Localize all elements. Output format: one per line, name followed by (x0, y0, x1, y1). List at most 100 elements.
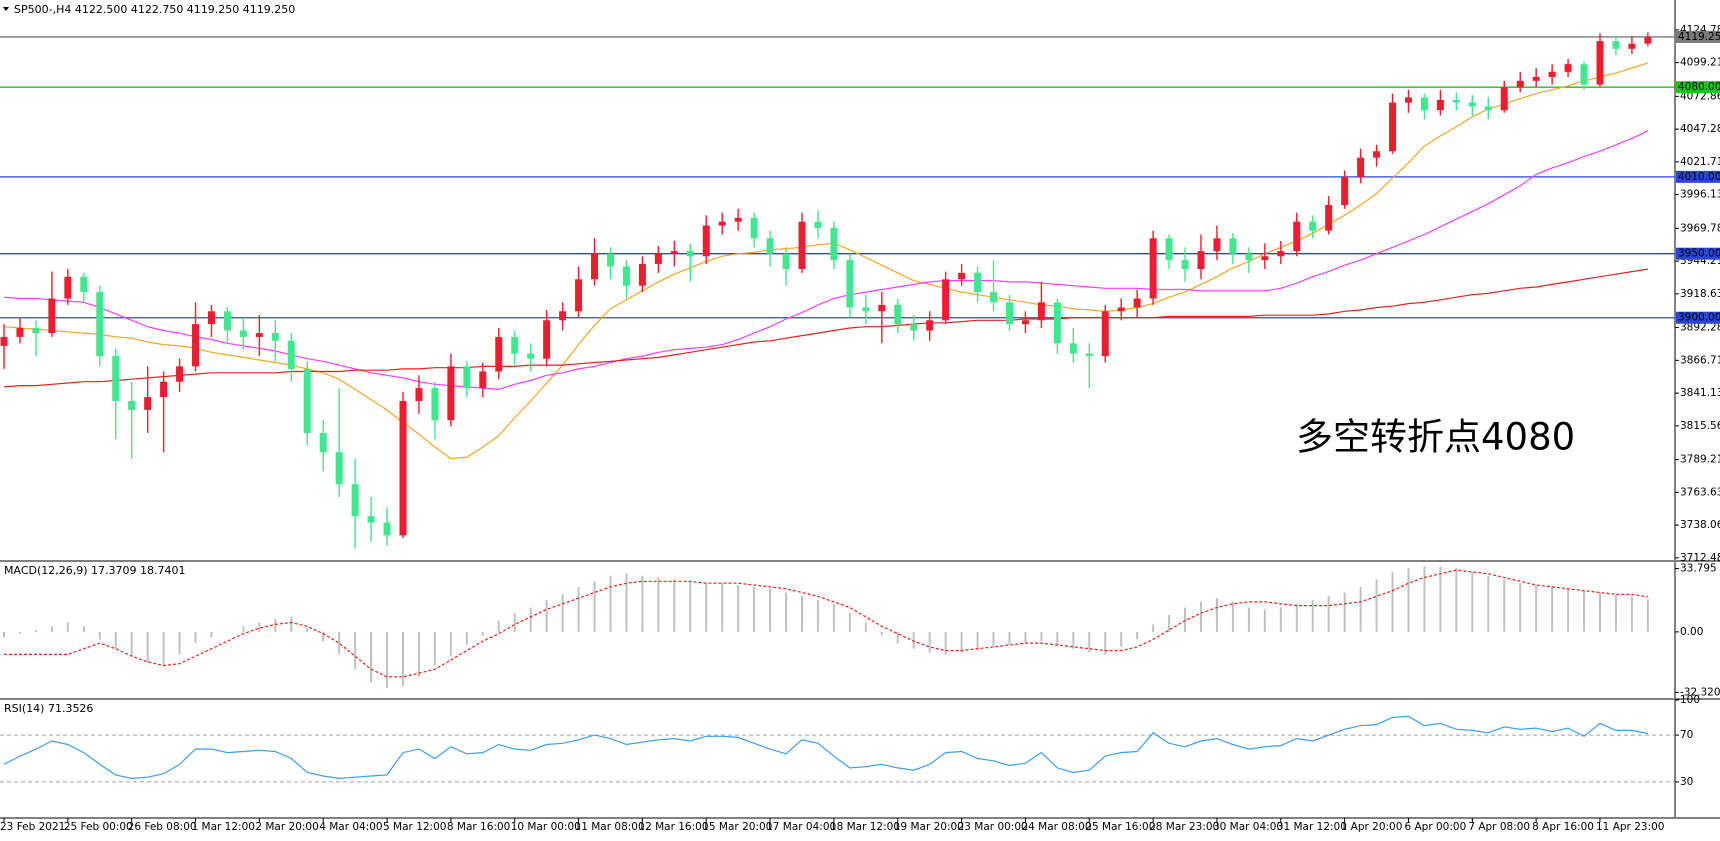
macd-bar (896, 631, 899, 644)
macd-bar (1152, 624, 1155, 632)
candle-body (543, 320, 551, 359)
macd-bar (274, 618, 277, 632)
candle-body (1644, 36, 1652, 44)
macd-bar (960, 631, 963, 653)
candle-body (1436, 100, 1444, 111)
candle-body (1468, 102, 1476, 107)
candle-body (287, 340, 295, 369)
candle-body (575, 279, 583, 312)
macd-bar (992, 631, 995, 647)
x-tick-label: 6 Apr 00:00 (1404, 821, 1466, 833)
candle-body (48, 298, 56, 334)
candle-body (830, 228, 838, 261)
candle-body (0, 336, 8, 346)
candle-body (431, 388, 439, 421)
macd-bar (1535, 585, 1538, 632)
candle-body (415, 388, 423, 401)
candle-body (894, 304, 902, 325)
candle-body (718, 221, 726, 226)
candle-body (1580, 64, 1588, 85)
macd-bar (1104, 631, 1107, 655)
moving-average (3, 62, 1649, 460)
macd-bar (1583, 590, 1586, 632)
collapse-arrow (3, 7, 9, 11)
x-tick-label: 26 Feb 08:00 (128, 821, 197, 833)
macd-bar (753, 586, 756, 632)
macd-bar (769, 588, 772, 632)
y-tick-label: 3841.135 (1680, 387, 1720, 399)
candle-body (606, 253, 614, 267)
candle-body (255, 333, 263, 337)
candle-body (622, 266, 630, 286)
macd-bar (864, 622, 867, 632)
macd-bar (1279, 607, 1282, 632)
candle-body (176, 366, 184, 382)
macd-bar (3, 631, 5, 638)
macd-bar (1646, 599, 1649, 632)
x-tick-label: 11 Mar 08:00 (575, 821, 645, 833)
level-label: 4080.000 (1678, 81, 1720, 93)
x-tick-label: 1 Apr 20:00 (1341, 821, 1403, 833)
macd-bar (66, 622, 69, 632)
macd-bar (481, 631, 484, 636)
macd-bar (1040, 631, 1043, 642)
macd-bar (338, 631, 341, 655)
macd-bar (1120, 631, 1123, 647)
candle-body (942, 279, 950, 321)
candle-body (335, 452, 343, 485)
rsi-title: RSI(14) 71.3526 (4, 702, 93, 715)
y-tick-label: 30 (1680, 776, 1693, 788)
macd-bar (785, 592, 788, 632)
macd-bar (593, 581, 596, 632)
macd-bar (322, 631, 325, 642)
candle-body (1101, 311, 1109, 357)
macd-bar (832, 603, 835, 632)
candle-body (734, 217, 742, 222)
macd-bar (1423, 566, 1426, 632)
macd-bar (306, 628, 309, 632)
y-tick-label: 4021.710 (1680, 156, 1720, 168)
macd-bar (194, 631, 197, 644)
candle-body (990, 292, 998, 303)
y-tick-label: 0.00 (1680, 626, 1703, 638)
macd-bar (354, 631, 357, 670)
macd-bar (1630, 596, 1633, 632)
candle-body (1420, 97, 1428, 111)
level-label-box (1676, 311, 1720, 324)
candle-body (670, 251, 678, 254)
candle-body (144, 397, 152, 410)
candle-body (527, 353, 535, 359)
y-tick-label: 4047.285 (1680, 123, 1720, 135)
macd-bar (465, 631, 468, 645)
candle-body (910, 324, 918, 331)
macd-bar (1168, 615, 1171, 632)
macd-bar (928, 631, 931, 653)
level-label-box (1676, 247, 1720, 260)
macd-bar (721, 583, 724, 632)
x-tick-label: 28 Mar 23:00 (1149, 821, 1219, 833)
candle-body (1532, 76, 1540, 81)
x-tick-label: 17 Mar 04:00 (766, 821, 836, 833)
macd-bar (1263, 609, 1266, 632)
macd-bar (625, 573, 628, 632)
x-tick-label: 10 Mar 00:00 (511, 821, 581, 833)
macd-bar (18, 631, 21, 634)
candle-body (974, 272, 982, 293)
candle-body (271, 333, 279, 341)
candle-body (495, 336, 503, 372)
candle-body (1484, 106, 1492, 111)
macd-bar (880, 631, 883, 636)
candle-body (160, 381, 168, 398)
macd-bar (114, 631, 117, 649)
candle-body (1005, 302, 1013, 325)
x-tick-label: 15 Mar 20:00 (702, 821, 772, 833)
x-tick-label: 11 Apr 23:00 (1596, 821, 1664, 833)
macd-bar (497, 620, 500, 632)
x-tick-label: 1 Mar 12:00 (192, 821, 255, 833)
macd-bar (1391, 571, 1394, 632)
macd-bar (1359, 586, 1362, 632)
candle-body (1133, 298, 1141, 308)
candle-body (1628, 43, 1636, 49)
macd-bar (1136, 631, 1139, 640)
x-tick-label: 12 Mar 16:00 (638, 821, 708, 833)
